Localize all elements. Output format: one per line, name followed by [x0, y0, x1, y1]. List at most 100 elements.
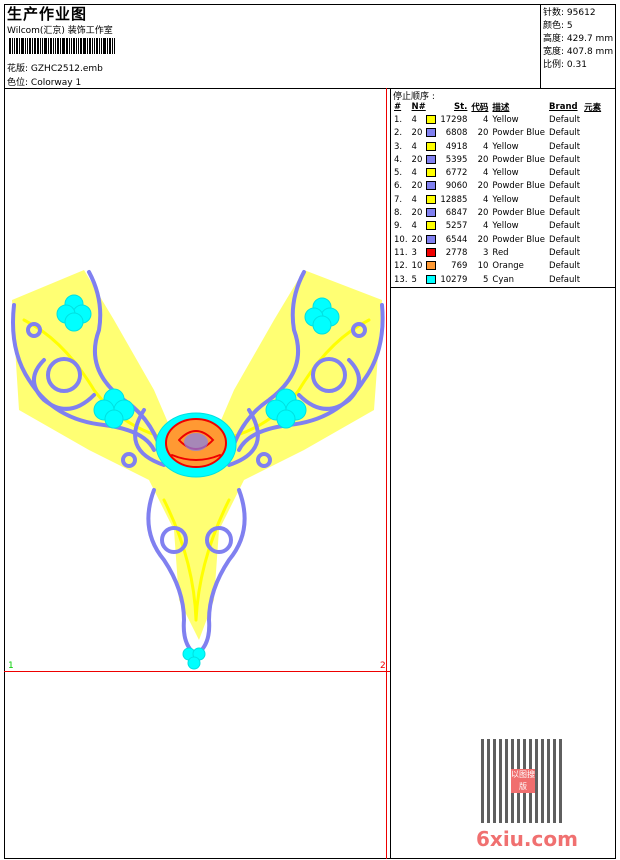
- stat-stitches: 针数: 95612: [543, 8, 596, 18]
- stats-divider: [540, 4, 541, 88]
- cell-element: [582, 246, 603, 259]
- cell-st: 6772: [445, 168, 468, 179]
- cell-desc: Cyan: [492, 274, 514, 285]
- cell-n: 20: [411, 154, 423, 165]
- cell-swatch: [424, 246, 438, 259]
- cell-brand: Default: [549, 141, 581, 152]
- cell-code: 4: [483, 141, 489, 152]
- cell-brand: Default: [549, 194, 581, 205]
- color-swatch: [426, 181, 437, 191]
- cell-desc: Yellow: [492, 141, 519, 152]
- stop-sequence-table: # N# St. 代码 描述 Brand 元素 1. 4 17298 4 Yellow Default…: [392, 100, 603, 286]
- cell-desc: Yellow: [492, 194, 519, 205]
- embroidery-design-preview: [11, 270, 385, 670]
- cell-code: 20: [477, 154, 489, 165]
- colorway-label: 色位:: [7, 78, 29, 88]
- cell-st: 6847: [445, 208, 468, 219]
- cell-n: 20: [411, 208, 423, 219]
- cell-swatch: [424, 166, 438, 179]
- cell-swatch: [424, 113, 438, 126]
- column-header: St.: [453, 101, 468, 112]
- table-row: 13. 5 10279 5 Cyan Default: [392, 273, 603, 286]
- cell-n: 20: [411, 181, 423, 192]
- watermark-logo: 6xiu.com: [476, 827, 578, 851]
- cell-element: [582, 127, 603, 140]
- cell-brand: Default: [549, 247, 581, 258]
- color-swatch: [426, 208, 437, 218]
- cell-brand: Default: [549, 114, 581, 125]
- cell-n: 4: [411, 141, 417, 152]
- cell-st: 5395: [445, 154, 468, 165]
- design-file: 花版: GZHC2512.emb: [7, 61, 103, 74]
- cell-code: 4: [483, 114, 489, 125]
- color-swatch: [426, 114, 437, 124]
- color-swatch: [426, 234, 437, 244]
- cell-idx: 3.: [394, 141, 403, 152]
- cell-n: 4: [411, 194, 417, 205]
- cell-element: [582, 260, 603, 273]
- cell-st: 5257: [445, 221, 468, 232]
- column-header: N#: [411, 101, 426, 112]
- cell-n: 20: [411, 234, 423, 245]
- cell-brand: Default: [549, 128, 581, 139]
- cell-element: [582, 273, 603, 286]
- color-swatch: [426, 194, 437, 204]
- cell-st: 10279: [440, 274, 468, 285]
- stat-colors: 颜色: 5: [543, 21, 573, 31]
- cell-brand: Default: [549, 181, 581, 192]
- design-label: 花版:: [7, 64, 29, 74]
- colorway-value: Colorway 1: [30, 78, 82, 88]
- cell-element: [582, 153, 603, 166]
- cell-desc: Yellow: [492, 168, 519, 179]
- column-header: 元素: [584, 102, 602, 113]
- cell-element: [582, 166, 603, 179]
- table-row: 10. 20 6544 20 Powder Blue Default: [392, 233, 603, 246]
- color-swatch: [426, 168, 437, 178]
- cell-idx: 12.: [394, 261, 408, 272]
- cell-swatch: [424, 180, 438, 193]
- canvas-right-guide: [386, 88, 387, 859]
- cell-element: [582, 180, 603, 193]
- header-divider: [4, 88, 616, 89]
- cell-code: 5: [483, 274, 489, 285]
- cell-code: 10: [477, 261, 489, 272]
- cell-n: 4: [411, 168, 417, 179]
- cell-n: 4: [411, 221, 417, 232]
- qr-code: 以图搜版: [481, 739, 565, 823]
- cell-idx: 8.: [394, 208, 403, 219]
- cell-idx: 13.: [394, 274, 408, 285]
- column-header: 描述: [492, 102, 510, 113]
- cell-idx: 6.: [394, 181, 403, 192]
- cell-st: 769: [451, 261, 468, 272]
- stat-scale: 比例: 0.31: [543, 60, 587, 70]
- cell-n: 20: [411, 128, 423, 139]
- table-divider: [390, 287, 616, 288]
- cell-n: 3: [411, 247, 417, 258]
- cell-idx: 7.: [394, 194, 403, 205]
- cell-swatch: [424, 153, 438, 166]
- cell-st: 6544: [445, 234, 468, 245]
- column-header: Brand: [549, 101, 578, 112]
- page-title: 生产作业图: [7, 5, 88, 23]
- cell-desc: Orange: [492, 261, 524, 272]
- table-row: 5. 4 6772 4 Yellow Default: [392, 166, 603, 179]
- cell-element: [582, 113, 603, 126]
- cell-desc: Yellow: [492, 221, 519, 232]
- cell-swatch: [424, 273, 438, 286]
- cell-swatch: [424, 220, 438, 233]
- page-frame: [4, 4, 616, 859]
- cell-idx: 10.: [394, 234, 408, 245]
- column-header: 代码: [471, 102, 489, 113]
- table-row: 6. 20 9060 20 Powder Blue Default: [392, 180, 603, 193]
- cell-element: [582, 220, 603, 233]
- cell-n: 10: [411, 261, 423, 272]
- color-swatch: [426, 141, 437, 151]
- cell-brand: Default: [549, 274, 581, 285]
- cell-st: 12885: [440, 194, 468, 205]
- cell-element: [582, 233, 603, 246]
- cell-swatch: [424, 260, 438, 273]
- cell-element: [582, 193, 603, 206]
- canvas-bottom-guide: [4, 671, 390, 672]
- color-swatch: [426, 128, 437, 138]
- cell-code: 20: [477, 208, 489, 219]
